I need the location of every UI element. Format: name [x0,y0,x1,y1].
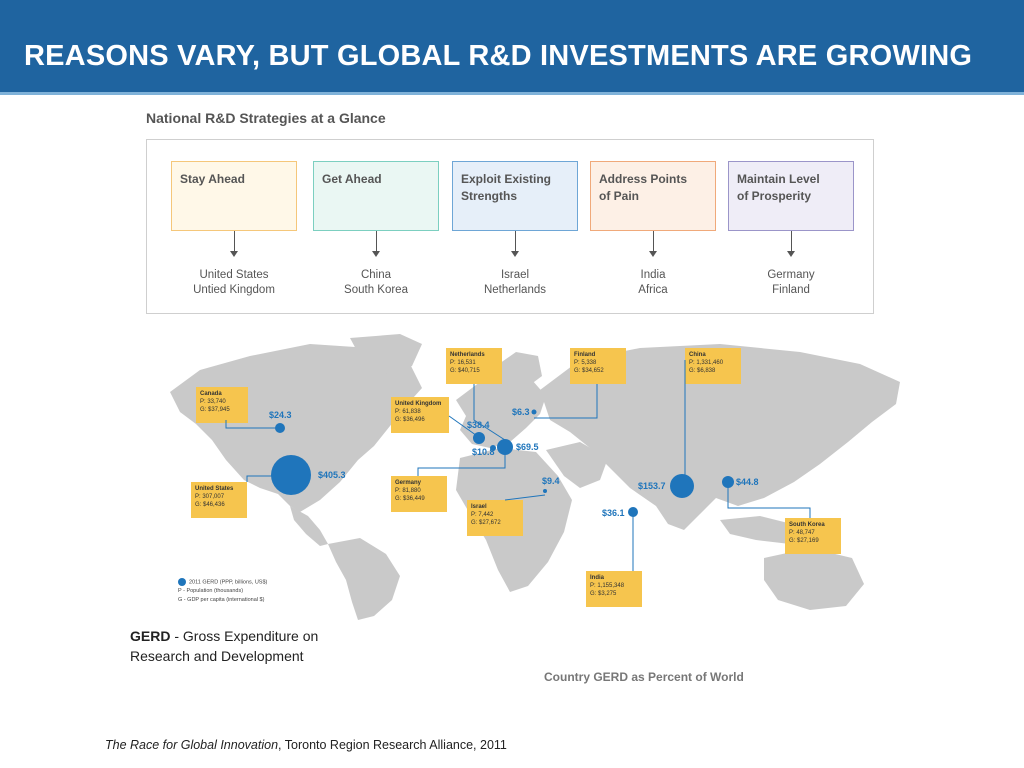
callout-finland: Finland P: 5,338 G: $34,652 [570,348,626,384]
strategy-label: Address Points [599,172,688,186]
arrowhead-icon [511,251,519,257]
callout-germany: Germany P: 81,880 G: $36,449 [391,476,447,512]
gerd-definition-text: - Gross Expenditure on Research and Deve… [130,628,319,664]
central-america-land [290,506,328,546]
gerd-value-south-korea: $44.8 [736,477,759,487]
callout-united-states: United States P: 307,007 G: $46,436 [191,482,247,518]
asia-land [540,344,900,530]
strategy-box-address-pain: Address Points of Pain [590,161,716,231]
country-name: Africa [638,284,668,296]
callout-india: India P: 1,155,348 G: $3,275 [586,571,642,607]
slide-title: REASONS VARY, BUT GLOBAL R&D INVESTMENTS… [24,40,973,72]
country-name: Untied Kingdom [193,284,275,296]
country-name: Netherlands [483,284,546,296]
gerd-value-china: $153.7 [638,481,666,491]
callout-israel: Israel P: 7,442 G: $27,672 [467,500,523,536]
country-name: United States [199,269,269,281]
gerd-definition: GERD - Gross Expenditure on Research and… [130,626,320,666]
strategy-box-maintain-prosperity: Maintain Level of Prosperity [728,161,854,231]
strategies-title: National R&D Strategies at a Glance [146,110,386,126]
source-rest: , Toronto Region Research Alliance, 2011 [278,738,507,752]
arrow-down-icon [234,231,235,253]
country-name: Germany [767,269,815,281]
strategy-countries: India Africa [590,268,716,298]
legend-gdp-label: G - GDP per capita (international $) [178,597,265,604]
strategy-countries: Israel Netherlands [452,268,578,298]
greenland-land [350,334,422,374]
north-america-land [170,344,422,512]
gerd-value-finland: $6.3 [512,407,530,417]
strategy-label: Maintain Level [737,172,820,186]
gerd-value-canada: $24.3 [269,410,292,420]
strategy-label: Exploit Existing [461,172,552,186]
legend-dot-icon [178,578,186,586]
callout-south-korea: South Korea P: 48,747 G: $27,169 [785,518,841,554]
strategy-countries: China South Korea [313,268,439,298]
scandinavia-land [496,352,542,388]
source-citation: The Race for Global Innovation, Toronto … [105,738,507,752]
country-name: Israel [500,269,530,281]
arrowhead-icon [230,251,238,257]
gerd-value-united-kingdom: $38.4 [467,420,490,430]
slide-header [0,0,1024,92]
japan-land [764,430,780,462]
arrow-down-icon [376,231,377,253]
south-america-land [328,538,400,620]
world-map [170,334,900,620]
australia-land [764,548,864,610]
strategy-label: of Prosperity [737,189,812,203]
arrowhead-icon [372,251,380,257]
map-caption: Country GERD as Percent of World [544,670,744,684]
strategy-box-exploit-strengths: Exploit Existing Strengths [452,161,578,231]
callout-united-kingdom: United Kingdom P: 61,838 G: $36,496 [391,397,449,433]
strategy-label: of Pain [599,189,640,203]
land-masses [170,334,900,620]
arrow-down-icon [653,231,654,253]
source-title: The Race for Global Innovation [105,738,279,752]
gerd-value-united-states: $405.3 [318,470,346,480]
callout-netherlands: Netherlands P: 16,531 G: $40,715 [446,348,502,384]
arrowhead-icon [787,251,795,257]
header-divider [0,92,1024,95]
strategy-box-stay-ahead: Stay Ahead [171,161,297,231]
strategy-label: Get Ahead [322,172,382,186]
gerd-term: GERD [130,628,171,644]
legend-population-label: P - Population (thousands) [178,588,244,595]
legend-dot-row: 2011 GERD (PPP, billions, US$) [178,578,267,587]
arrow-down-icon [515,231,516,253]
middle-east-land [546,442,608,488]
gerd-value-germany: $69.5 [516,442,539,452]
gerd-value-india: $36.1 [602,508,625,518]
country-name: China [360,269,392,281]
country-name: South Korea [344,284,408,296]
country-name: Finland [772,284,810,296]
callout-china: China P: 1,331,460 G: $6,838 [685,348,741,384]
strategy-label: Strengths [461,189,518,203]
strategy-label: Stay Ahead [180,172,245,186]
strategy-countries: Germany Finland [728,268,854,298]
strategy-box-get-ahead: Get Ahead [313,161,439,231]
arrow-down-icon [791,231,792,253]
strategy-countries: United States Untied Kingdom [171,268,297,298]
country-name: India [640,269,666,281]
arrowhead-icon [649,251,657,257]
strategies-panel: Stay Ahead Get Ahead Exploit Existing St… [146,139,874,314]
legend-dot-label: 2011 GERD (PPP, billions, US$) [189,579,268,586]
gerd-value-netherlands: $10.8 [472,447,495,457]
gerd-value-israel: $9.4 [542,476,560,486]
europe-land [456,374,546,448]
map-legend: 2011 GERD (PPP, billions, US$) P - Popul… [178,578,267,605]
callout-canada: Canada P: 33,740 G: $37,945 [196,387,248,423]
